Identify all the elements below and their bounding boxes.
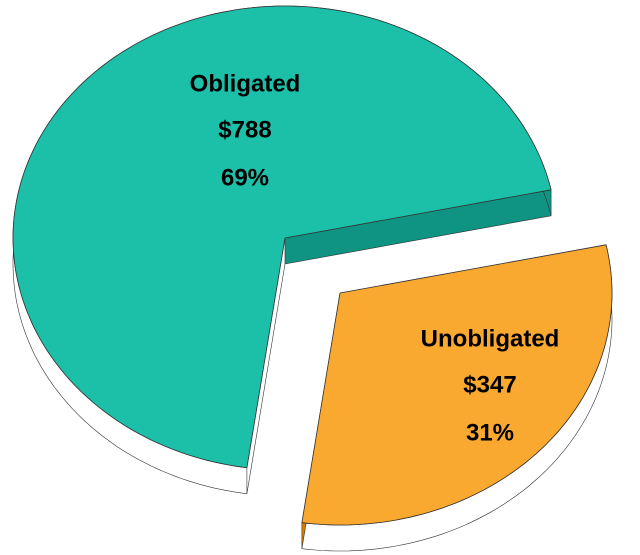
slice-label: Unobligated bbox=[421, 325, 560, 352]
slice-percent-label: 31% bbox=[466, 419, 514, 446]
slice bbox=[12, 5, 552, 469]
slice-value-label: $788 bbox=[218, 116, 271, 143]
slice-value-label: $347 bbox=[463, 371, 516, 398]
slice-percent-label: 69% bbox=[221, 164, 269, 191]
slice bbox=[301, 244, 613, 526]
slice-label: Obligated bbox=[190, 70, 301, 97]
